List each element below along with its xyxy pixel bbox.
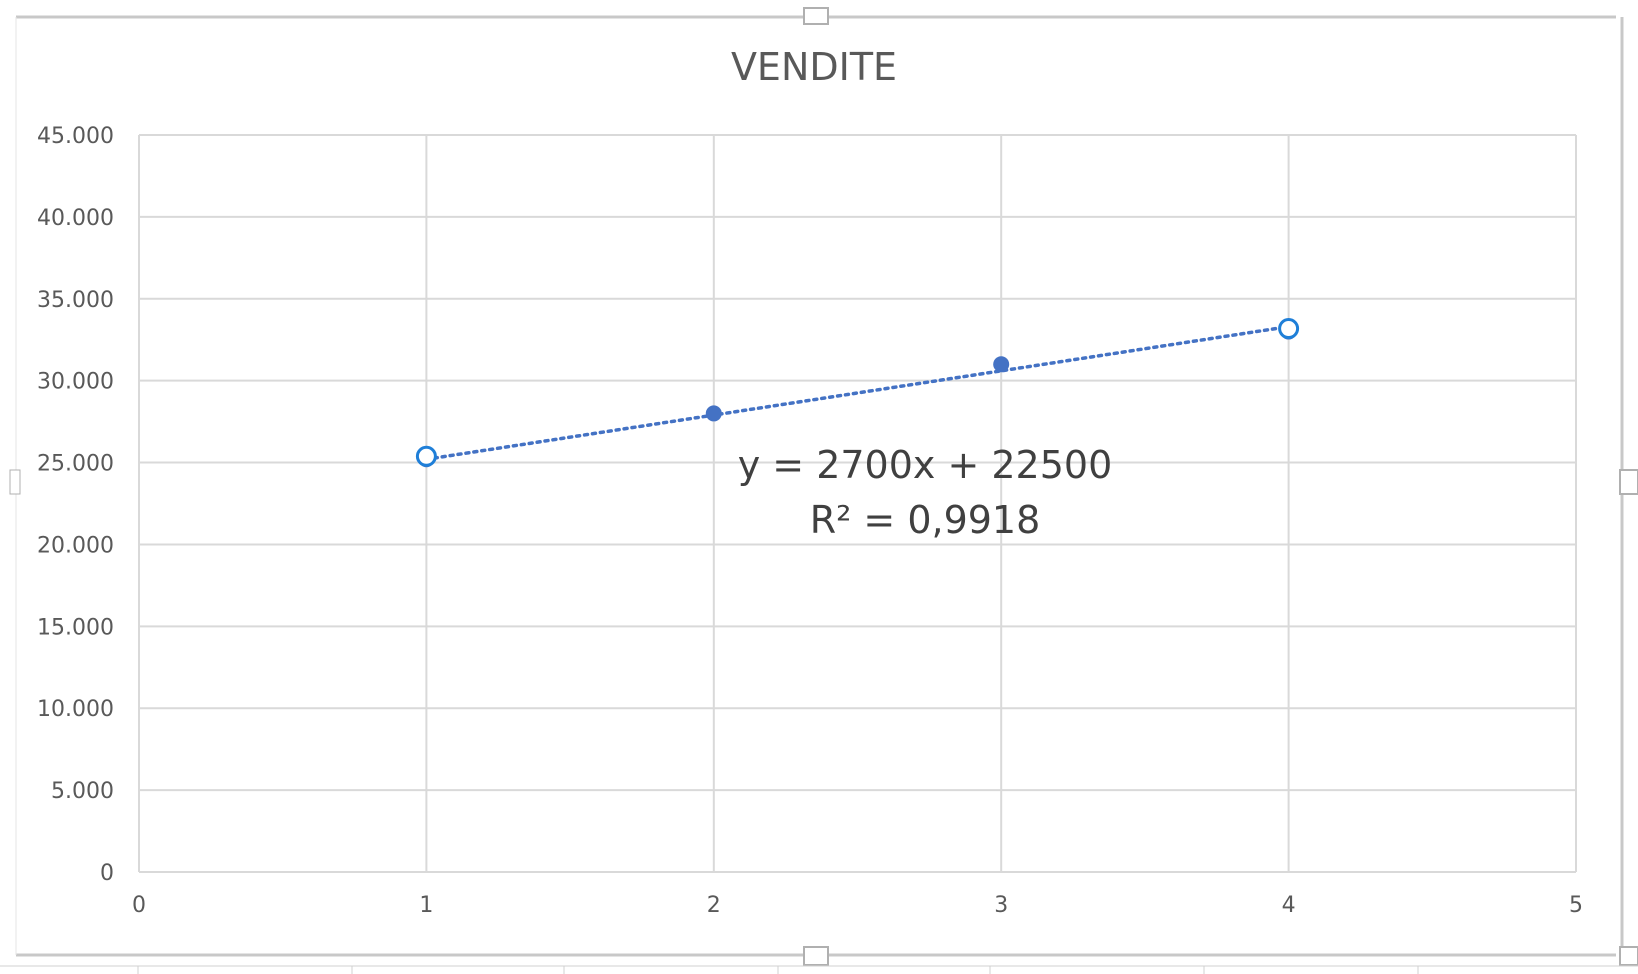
resize-handle-bottom-right[interactable] <box>1619 946 1638 966</box>
gridlines <box>138 134 1577 873</box>
x-tick-label: 4 <box>1282 893 1296 918</box>
y-tick-label: 15.000 <box>37 615 114 640</box>
resize-handle-left[interactable] <box>9 469 21 495</box>
x-tick-label: 1 <box>419 893 433 918</box>
chart-title[interactable]: VENDITE <box>731 45 897 89</box>
y-tick-label: 5.000 <box>51 779 114 804</box>
x-tick-label: 3 <box>994 893 1008 918</box>
y-tick-label: 0 <box>100 861 114 886</box>
y-tick-label: 10.000 <box>37 697 114 722</box>
selected-point-marker[interactable] <box>415 445 437 467</box>
resize-handle-bottom[interactable] <box>803 946 829 966</box>
data-point[interactable] <box>993 356 1010 373</box>
y-tick-label: 25.000 <box>37 452 114 477</box>
trendline-r-squared: R² = 0,9918 <box>810 498 1041 542</box>
trendline-label[interactable]: y = 2700x + 22500 R² = 0,9918 <box>738 443 1113 542</box>
y-axis-tick-labels[interactable]: 0 5.000 10.000 15.000 20.000 25.000 30.000 35.0… <box>37 124 114 886</box>
trendline-path[interactable] <box>424 324 1291 462</box>
data-series[interactable] <box>415 318 1300 468</box>
trendline[interactable] <box>424 324 1291 462</box>
x-tick-label: 0 <box>132 893 146 918</box>
y-tick-label: 35.000 <box>37 288 114 313</box>
selected-point-marker[interactable] <box>1278 318 1300 340</box>
resize-handle-right[interactable] <box>1619 469 1638 495</box>
y-tick-label: 20.000 <box>37 533 114 558</box>
y-tick-label: 45.000 <box>37 124 114 149</box>
y-tick-label: 30.000 <box>37 370 114 395</box>
chart-frame[interactable] <box>9 7 1638 966</box>
sheet-gridlines <box>0 965 1638 974</box>
data-point[interactable] <box>705 405 722 422</box>
x-axis-tick-labels[interactable]: 0 1 2 3 4 5 <box>132 893 1583 918</box>
x-tick-label: 2 <box>707 893 721 918</box>
x-tick-label: 5 <box>1569 893 1583 918</box>
y-tick-label: 40.000 <box>37 206 114 231</box>
trendline-equation: y = 2700x + 22500 <box>738 443 1113 487</box>
resize-handle-top[interactable] <box>803 7 829 25</box>
